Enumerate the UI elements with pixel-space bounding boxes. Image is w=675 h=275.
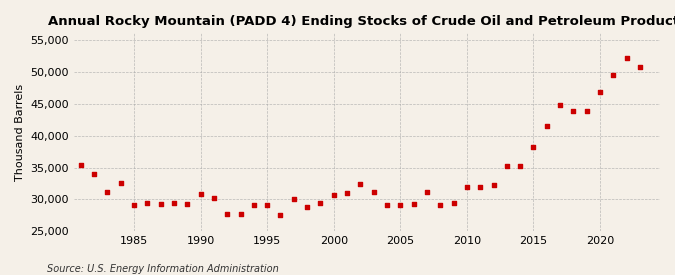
Point xyxy=(568,109,579,114)
Point xyxy=(209,195,219,200)
Point xyxy=(448,200,459,205)
Point xyxy=(155,202,166,206)
Point xyxy=(475,185,485,189)
Point xyxy=(128,202,139,207)
Point xyxy=(515,164,526,168)
Point xyxy=(608,73,619,77)
Point xyxy=(328,193,339,197)
Point xyxy=(462,185,472,189)
Point xyxy=(182,202,192,206)
Title: Annual Rocky Mountain (PADD 4) Ending Stocks of Crude Oil and Petroleum Products: Annual Rocky Mountain (PADD 4) Ending St… xyxy=(47,15,675,28)
Point xyxy=(555,103,566,107)
Point xyxy=(262,203,273,207)
Point xyxy=(528,145,539,149)
Point xyxy=(275,213,286,217)
Point xyxy=(115,181,126,186)
Point xyxy=(422,189,433,194)
Point xyxy=(248,202,259,207)
Point xyxy=(621,55,632,60)
Point xyxy=(408,202,419,206)
Point xyxy=(88,172,99,176)
Point xyxy=(435,202,446,207)
Point xyxy=(595,90,605,94)
Point xyxy=(355,182,366,186)
Point xyxy=(581,108,592,113)
Point xyxy=(102,189,113,194)
Point xyxy=(142,200,153,205)
Point xyxy=(222,211,233,216)
Point xyxy=(315,201,326,205)
Point xyxy=(195,192,206,197)
Point xyxy=(342,191,352,195)
Point xyxy=(235,212,246,216)
Point xyxy=(288,197,299,202)
Point xyxy=(488,183,499,187)
Point xyxy=(169,201,180,205)
Point xyxy=(634,65,645,69)
Point xyxy=(76,163,86,167)
Point xyxy=(369,189,379,194)
Y-axis label: Thousand Barrels: Thousand Barrels xyxy=(15,84,25,181)
Point xyxy=(502,163,512,168)
Point xyxy=(381,202,392,207)
Point xyxy=(541,124,552,128)
Point xyxy=(395,202,406,207)
Text: Source: U.S. Energy Information Administration: Source: U.S. Energy Information Administ… xyxy=(47,264,279,274)
Point xyxy=(302,205,313,209)
